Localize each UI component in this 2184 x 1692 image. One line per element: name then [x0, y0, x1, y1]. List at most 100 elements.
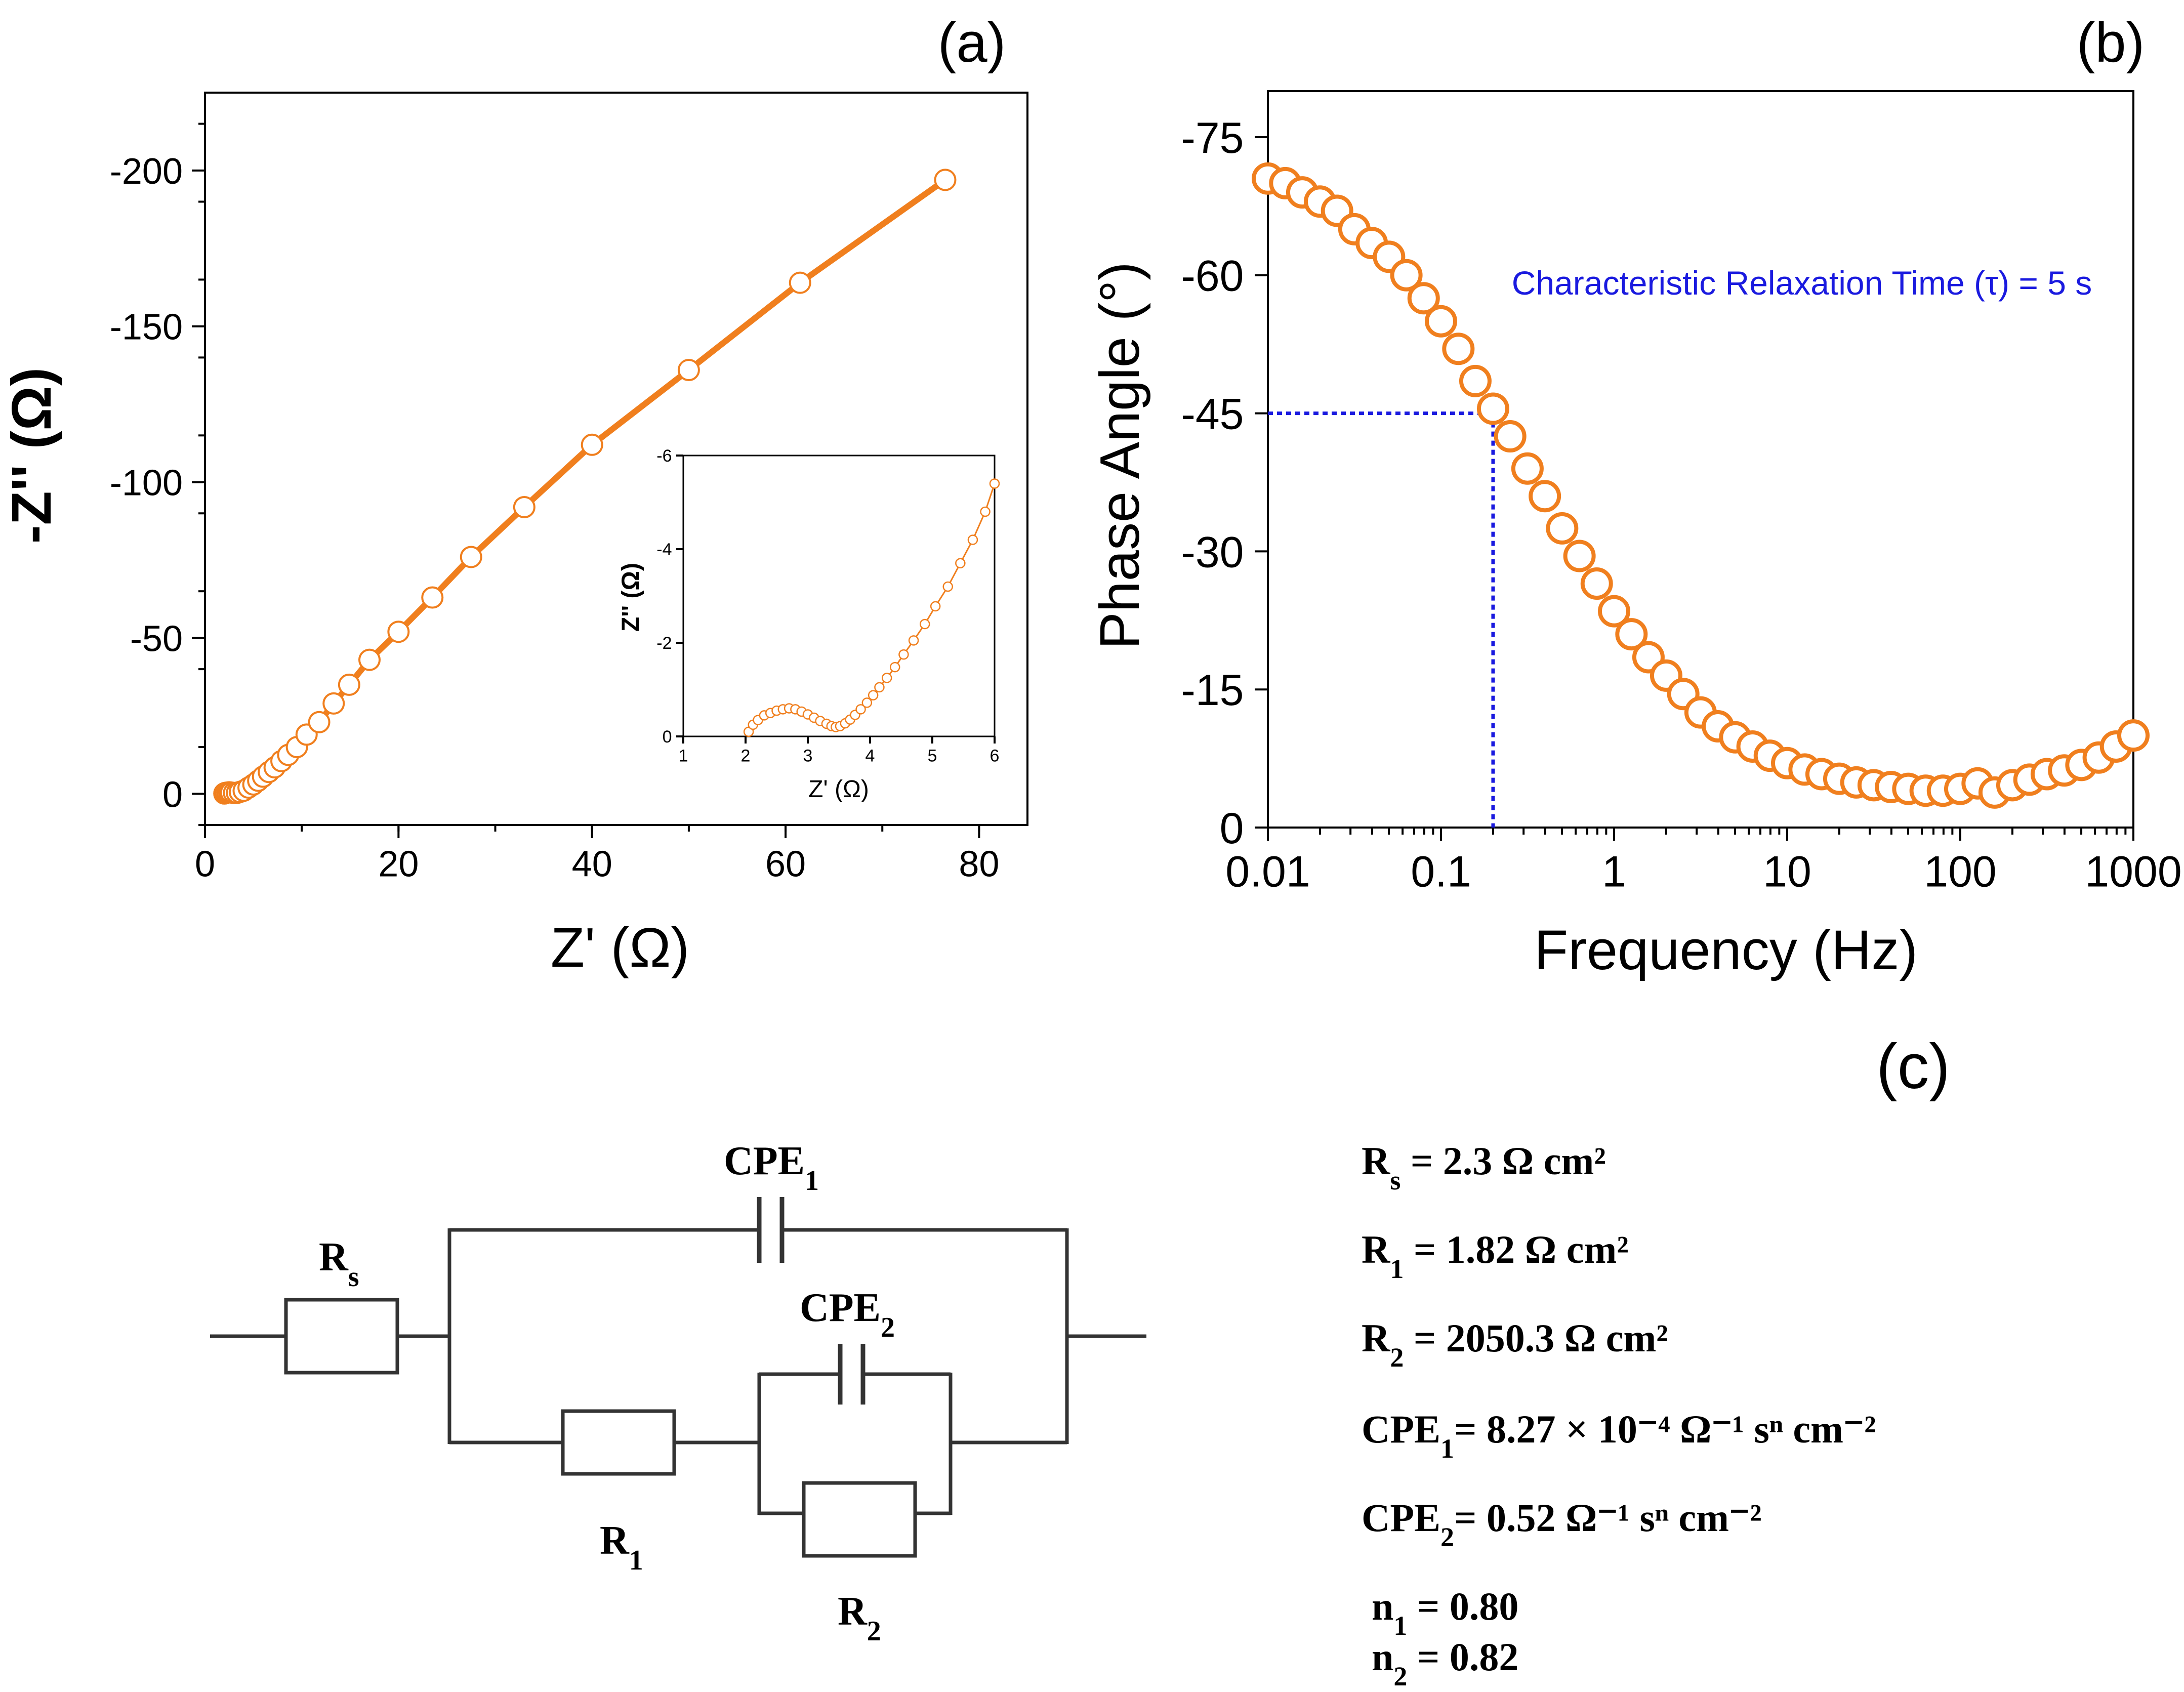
x-tick-label: 1000 — [2085, 847, 2181, 896]
x-tick-label: 6 — [990, 747, 1000, 766]
nyquist-inset-point — [874, 682, 885, 693]
phase-point — [2117, 719, 2150, 752]
param-r1: R1 = 1.82 Ω cm² — [1362, 1227, 1629, 1284]
nyquist-point — [308, 711, 331, 733]
bode-series-points — [1252, 162, 2150, 809]
panel-label-b: (b) — [2077, 12, 2145, 74]
phase-point — [1598, 595, 1630, 628]
nyquist-inset-point — [930, 601, 941, 612]
phase-point — [1529, 480, 1561, 513]
x-tick-label: 4 — [866, 747, 875, 766]
relaxation-time-annotation: Characteristic Relaxation Time (τ) = 5 s — [1512, 264, 2092, 302]
y-tick-label: -15 — [1181, 666, 1244, 715]
param-rs: Rs = 2.3 Ω cm² — [1362, 1139, 1606, 1195]
nyquist-inset-series-points — [743, 478, 1000, 737]
x-tick-label: 20 — [378, 844, 419, 885]
bode-phase-plot: 0.01 0.1 1 10 100 1000 0 -15 -30 -45 -60 -75 Charac… — [1089, 90, 2182, 981]
nyquist-inset-frame — [682, 455, 996, 737]
param-cpe1: CPE1= 8.27 × 10⁻⁴ Ω⁻¹ sⁿ cm⁻² — [1362, 1407, 1876, 1464]
y-tick-label: -50 — [130, 618, 183, 659]
nyquist-point — [460, 546, 482, 568]
phase-point — [1425, 305, 1457, 338]
y-tick-label: -150 — [110, 307, 183, 348]
nyquist-point — [934, 169, 957, 191]
nyquist-point — [789, 271, 811, 294]
x-tick-label: 0.01 — [1225, 847, 1310, 896]
x-tick-label: 40 — [572, 844, 612, 885]
nyquist-plot-frame — [204, 92, 1028, 826]
resistor-rs — [284, 1298, 399, 1375]
nyquist-inset-point — [868, 690, 879, 700]
equivalent-circuit: Rs CPE1 CPE2 R1 R2 — [210, 1139, 1146, 1647]
param-r2: R2 = 2050.3 Ω cm² — [1362, 1316, 1668, 1373]
nyquist-inset-background — [635, 445, 1002, 749]
label-rs: Rs — [319, 1235, 359, 1293]
x-tick-label: 0 — [195, 844, 215, 885]
nyquist-point — [513, 496, 535, 518]
phase-point — [1615, 618, 1648, 651]
nyquist-inset-point — [919, 618, 930, 630]
nyquist-inset-point — [881, 673, 892, 683]
y-tick-label: 0 — [162, 774, 183, 815]
resistor-r1 — [561, 1409, 676, 1476]
nyquist-inset-point — [967, 534, 978, 545]
nyquist-point — [387, 621, 410, 643]
nyquist-point — [322, 692, 345, 715]
x-tick-label: 0.1 — [1411, 847, 1471, 896]
y-tick-label: -75 — [1181, 114, 1244, 162]
nyquist-inset-x-axis-label: Z' (Ω) — [808, 776, 869, 803]
label-cpe1: CPE1 — [724, 1139, 819, 1196]
y-tick-label: 0 — [663, 727, 672, 747]
bode-y-axis-label: Phase Angle (°) — [1089, 262, 1151, 649]
phase-point — [1580, 567, 1613, 600]
nyquist-inset-point — [942, 581, 953, 592]
nyquist-point — [677, 359, 700, 382]
phase-point — [1476, 392, 1509, 425]
phase-point — [1459, 364, 1492, 397]
resistor-r2 — [802, 1481, 917, 1558]
nyquist-inset-point — [989, 478, 1000, 489]
nyquist-inset-y-axis-label: Z'' (Ω) — [617, 563, 644, 632]
nyquist-axis-ticks: 0 20 40 60 800-50-100-150-200 — [110, 122, 999, 885]
phase-point — [1407, 282, 1440, 315]
bode-plot-frame — [1267, 90, 2134, 829]
x-tick-label: 2 — [741, 747, 751, 766]
x-tick-label: 1 — [1602, 847, 1626, 896]
nyquist-inset-point — [855, 704, 866, 715]
phase-point — [1563, 540, 1596, 572]
y-tick-label: -45 — [1181, 390, 1244, 439]
nyquist-inset-point — [898, 649, 909, 660]
x-tick-label: 80 — [959, 844, 999, 885]
nyquist-inset-point — [980, 506, 991, 517]
label-r2: R2 — [838, 1589, 881, 1647]
label-cpe2: CPE2 — [800, 1286, 895, 1343]
phase-point — [1511, 452, 1544, 485]
nyquist-point — [421, 586, 444, 609]
x-tick-label: 3 — [803, 747, 813, 766]
phase-point — [1390, 259, 1423, 292]
y-tick-label: -6 — [656, 446, 672, 466]
y-tick-label: -30 — [1181, 528, 1244, 576]
bode-x-axis-label: Frequency (Hz) — [1534, 919, 1918, 981]
nyquist-point — [358, 648, 381, 671]
nyquist-inset-point — [955, 558, 966, 568]
nyquist-y-axis-label: -Z'' (Ω) — [1, 367, 63, 544]
y-tick-label: -200 — [110, 151, 183, 192]
y-tick-label: -4 — [656, 540, 672, 559]
nyquist-point — [338, 673, 360, 696]
x-tick-label: 60 — [765, 844, 806, 885]
x-tick-label: 10 — [1763, 847, 1811, 896]
phase-point — [1442, 333, 1475, 365]
nyquist-inset-plot: 1 2 3 4 5 6 0 -2 -4 -6 Z' (Ω) Z'' (Ω) — [617, 445, 1002, 803]
nyquist-x-axis-label: Z' (Ω) — [551, 917, 689, 979]
nyquist-plot: 0 20 40 60 800-50-100-150-200 Z' (Ω) -Z'' (Ω… — [1, 92, 1028, 979]
x-tick-label: 5 — [928, 747, 937, 766]
panel-label-c: (c) — [1876, 1031, 1950, 1102]
fit-parameters: Rs = 2.3 Ω cm² R1 = 1.82 Ω cm² R2 = 2050… — [1362, 1139, 1876, 1691]
x-tick-label: 1 — [679, 747, 688, 766]
nyquist-inset-point — [908, 635, 919, 646]
nyquist-point — [581, 433, 603, 456]
label-r1: R1 — [600, 1518, 643, 1576]
